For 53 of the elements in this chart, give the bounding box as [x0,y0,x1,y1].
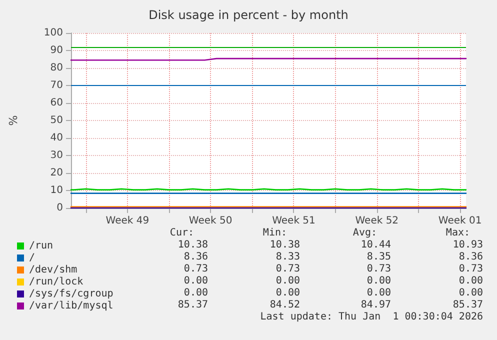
y-tick-label: 20 [50,168,63,178]
text: Min: [262,228,288,238]
text: Avg: [352,228,378,238]
text: 0.00 [276,288,300,298]
y-tick-label: 30 [50,150,63,161]
text: 85.37 [452,300,484,310]
x-tick-label: Week 49 [106,216,150,226]
text: 10.93 [452,240,484,250]
legend-label: /var/lib/mysql [29,300,114,312]
text: 0.00 [184,276,208,286]
legend-label: /run [29,240,54,252]
text: 0.73 [276,264,300,274]
legend-label: /sys/fs/cgroup [29,288,114,300]
x-tick-label: Week 52 [355,216,399,226]
text: 0.73 [184,264,208,274]
text: 0.00 [276,276,300,286]
text: 0.00 [458,276,484,286]
text: 8.36 [184,252,208,262]
text: 0.00 [184,288,208,298]
text: Max: [446,228,470,238]
text: Cur: [170,228,194,238]
text: 0.00 [366,288,392,298]
text: 84.52 [270,300,300,310]
legend-label: /dev/shm [29,264,78,276]
legend-label: / [29,252,36,264]
chart-title: Disk usage in percent - by month [148,8,348,22]
text: 0.00 [366,276,392,286]
y-tick-label: 0 [56,202,63,214]
x-tick-label: Week 51 [272,216,316,226]
y-axis-title: % [7,115,20,126]
text: Last update: Thu Jan 1 00:30:04 2026 [260,312,484,322]
y-tick-label: 60 [50,98,63,108]
text: 10.38 [270,240,300,250]
text: 8.35 [366,252,392,262]
text: 85.37 [178,300,208,310]
y-tick-label: 80 [50,62,63,74]
x-tick-label: Week 01 [438,216,482,226]
text: 0.00 [458,288,484,298]
text: 8.36 [458,252,484,262]
x-tick-label: Week 50 [188,216,232,226]
text: 10.38 [178,240,208,250]
y-tick-label: 10 [50,185,63,196]
text: 0.73 [366,264,392,274]
y-tick-label: 40 [50,132,63,144]
text: 8.33 [276,252,300,262]
y-tick-label: 70 [50,80,63,91]
text: 10.44 [360,240,392,250]
y-tick-label: 90 [50,45,63,56]
y-tick-label: 50 [50,115,63,126]
text: 84.97 [360,300,392,310]
legend-label: /run/lock [29,276,84,288]
text: 0.73 [458,264,484,274]
y-tick-label: 100 [44,28,63,38]
